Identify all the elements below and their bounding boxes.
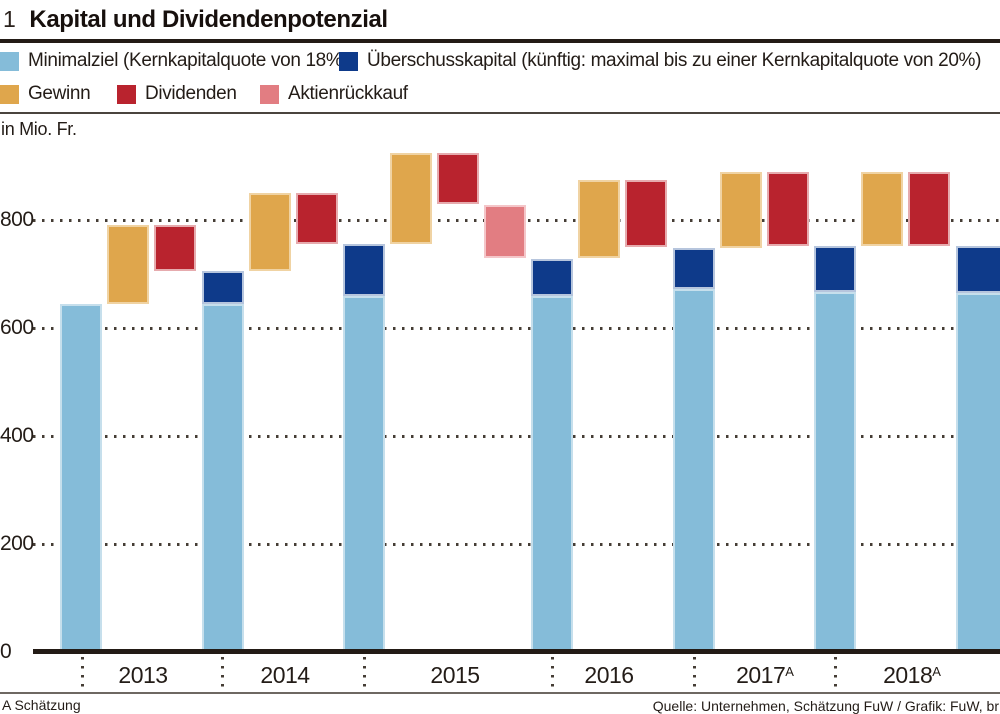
- x-label-2013: 2013: [118, 662, 168, 688]
- y-tick-label-600: 600: [0, 316, 34, 339]
- bar-next-year-ueberschusskapital: [956, 246, 1000, 293]
- legend-label-dividenden: Dividenden: [145, 83, 237, 104]
- chart-number: 1: [3, 6, 16, 32]
- bar-2015-aktienrueckkauf: [483, 205, 526, 258]
- legend-label-aktienrueckkauf: Aktienrückkauf: [288, 83, 408, 104]
- bar-2018-gewinn: [861, 171, 903, 246]
- gridline-200: [33, 543, 1000, 546]
- bar-2014-minimalziel: [201, 303, 244, 652]
- legend-swatch-ueberschusskapital: [339, 51, 358, 71]
- bar-2014-gewinn: [248, 193, 291, 272]
- legend-item-aktienrueckkauf: Aktienrückkauf: [260, 83, 408, 104]
- legend-divider: [0, 112, 1000, 114]
- bar-2017-dividenden: [766, 172, 809, 246]
- x-tick-2015: [363, 657, 366, 689]
- legend-item-ueberschusskapital: Überschusskapital (künftig: maximal bis …: [339, 50, 982, 71]
- x-axis-baseline: [33, 649, 1000, 654]
- legend-label-minimalziel: Minimalziel (Kernkapitalquote von 18%): [28, 50, 349, 71]
- x-label-2015: 2015: [430, 662, 480, 688]
- x-tick-2014: [221, 657, 224, 689]
- title-divider: [0, 39, 1000, 43]
- bar-2015-gewinn: [389, 152, 432, 245]
- legend-item-gewinn: Gewinn: [0, 83, 91, 104]
- bar-2016-gewinn: [578, 179, 620, 258]
- x-tick-2013: [81, 657, 84, 689]
- gridline-400: [33, 435, 1000, 438]
- page-title: Kapital und Dividendenpotenzial: [29, 6, 388, 33]
- x-label-2016: 2016: [584, 662, 634, 688]
- source-credit: Quelle: Unternehmen, Schätzung FuW / Gra…: [652, 698, 999, 714]
- x-tick-2017: [693, 657, 696, 689]
- bar-2017-minimalziel: [672, 289, 715, 652]
- y-tick-label-800: 800: [0, 208, 34, 231]
- bar-2013-gewinn: [107, 225, 149, 304]
- bar-2015-minimalziel: [342, 295, 385, 652]
- bar-2013-minimalziel: [60, 303, 102, 652]
- bar-2018-minimalziel: [814, 291, 856, 652]
- bar-2018-ueberschusskapital: [814, 246, 856, 292]
- x-label-2017: 2017A: [736, 662, 794, 688]
- legend-swatch-aktienrueckkauf: [260, 84, 279, 104]
- legend-item-minimalziel: Minimalziel (Kernkapitalquote von 18%): [0, 50, 349, 71]
- bar-2014-dividenden: [295, 193, 338, 245]
- bar-2015-dividenden: [436, 152, 479, 204]
- gridline-600: [33, 327, 1000, 330]
- y-tick-label-400: 400: [0, 424, 34, 447]
- y-tick-label-0: 0: [0, 640, 12, 663]
- bar-2015-ueberschusskapital: [342, 244, 385, 296]
- footnote-schaetzung: A Schätzung: [2, 697, 81, 713]
- bar-2016-ueberschusskapital: [531, 258, 573, 296]
- legend-label-gewinn: Gewinn: [28, 83, 91, 104]
- bar-next-year-minimalziel: [956, 292, 1000, 652]
- x-label-2018: 2018A: [883, 662, 941, 688]
- bar-2017-ueberschusskapital: [672, 247, 715, 290]
- bar-2016-minimalziel: [531, 295, 573, 652]
- legend-swatch-dividenden: [117, 84, 136, 104]
- footer-divider: [0, 692, 1000, 694]
- chart-header: 1 Kapital und Dividendenpotenzial: [3, 6, 388, 34]
- bar-2013-dividenden: [154, 225, 196, 272]
- y-tick-label-200: 200: [0, 532, 34, 555]
- x-label-2014: 2014: [260, 662, 310, 688]
- bar-2017-gewinn: [719, 172, 762, 248]
- legend-swatch-minimalziel: [0, 51, 19, 71]
- bar-2018-dividenden: [908, 171, 950, 246]
- x-tick-2016: [551, 657, 554, 689]
- bar-2016-dividenden: [625, 179, 667, 247]
- y-axis-unit-label: in Mio. Fr.: [1, 119, 77, 139]
- legend-item-dividenden: Dividenden: [117, 83, 237, 104]
- legend-swatch-gewinn: [0, 84, 19, 104]
- bar-2014-ueberschusskapital: [201, 271, 244, 304]
- x-tick-2018: [834, 657, 837, 689]
- legend-label-ueberschusskapital: Überschusskapital (künftig: maximal bis …: [367, 50, 982, 71]
